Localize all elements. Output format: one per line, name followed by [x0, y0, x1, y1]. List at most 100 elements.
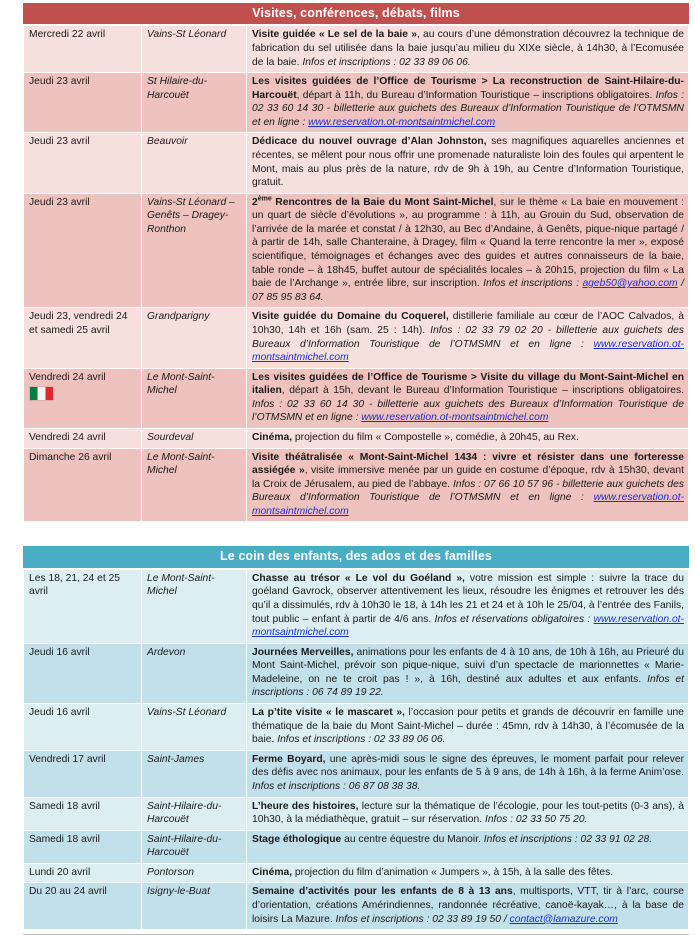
row-description: Les visites guidées de l’Office de Touri… [247, 368, 688, 428]
table-row: Vendredi 17 avril Saint-James Ferme Boyard… [24, 750, 688, 797]
table-row: Jeudi 23 avril St Hilaire-du-Harcouët Les … [24, 73, 688, 133]
sections-root: Visites, conférences, débats, films Mercr… [23, 3, 689, 930]
row-description-info: Infos : 02 33 60 14 30 - billetterie aux… [252, 89, 684, 128]
italian-flag-icon [29, 386, 54, 402]
row-description-body: , au cours d’une démonstration découvrez… [252, 29, 684, 68]
row-description: Chasse au trésor « Le vol du Goéland », … [247, 569, 688, 643]
row-date-text: Jeudi 16 avril [29, 707, 90, 719]
agenda-table-enfants: Les 18, 21, 24 et 25 avril Le Mont-Saint-… [23, 569, 689, 930]
row-description: Journées Merveilles, animations pour les… [247, 643, 688, 704]
row-link[interactable]: ageb50@yahoo.com [582, 278, 678, 290]
row-link[interactable]: www.reservation.ot-montsaintmichel.com [252, 613, 684, 639]
row-description-info: Infos : 02 33 50 75 20. [484, 814, 588, 826]
row-date: Lundi 20 avril [24, 863, 141, 883]
row-description-body: , départ à 11h, du Bureau d’Information … [296, 89, 656, 101]
row-date: Jeudi 23 avril [24, 193, 141, 308]
row-place: Sourdeval [142, 428, 246, 448]
row-description-lead: La p’tite visite « le mascaret », [252, 707, 405, 719]
row-description-body: , départ à 15h, devant le Bureau d’Infor… [281, 385, 684, 397]
table-row: Jeudi 16 avril Vains-St Léonard La p’tite … [24, 704, 688, 750]
section-header-visites: Visites, conférences, débats, films [23, 3, 689, 25]
row-date: Jeudi 16 avril [24, 704, 141, 750]
row-description-lead: Journées Merveilles, [252, 646, 354, 658]
row-description-lead: Ferme Boyard, [252, 753, 326, 765]
row-description-body: lecture sur la thématique de l’écologie,… [252, 800, 684, 826]
table-row: Lundi 20 avril Pontorson Cinéma, projectio… [24, 863, 688, 883]
row-description-body: l’occasion pour petits et grands de déco… [252, 707, 684, 746]
row-link[interactable]: www.reservation.ot-montsaintmichel.com [361, 412, 549, 424]
row-date-text: Samedi 18 avril [29, 833, 100, 845]
row-date: Vendredi 17 avril [24, 750, 141, 797]
row-description: L’heure des histoires, lecture sur la th… [247, 797, 688, 830]
row-description-lead: L’heure des histoires, [252, 800, 359, 812]
row-link[interactable]: www.reservation.ot-montsaintmichel.com [252, 492, 684, 517]
row-description: Visite théâtralisée « Mont-Saint-Michel … [247, 448, 688, 522]
row-date: Dimanche 26 avril [24, 448, 141, 522]
row-date: Vendredi 24 avril [24, 368, 141, 428]
table-row: Jeudi 23 avril Vains-St Léonard – Genêts … [24, 193, 688, 308]
row-date-text: Vendredi 24 avril [29, 371, 106, 383]
table-row: Dimanche 26 avril Le Mont-Saint-Michel Vis… [24, 448, 688, 522]
row-date: Samedi 18 avril [24, 830, 141, 863]
agenda-table-visites: Mercredi 22 avril Vains-St Léonard Visite … [23, 25, 689, 522]
row-description-info: Infos : 02 33 79 02 20 - billetterie aux… [252, 324, 684, 350]
row-date: Samedi 18 avril [24, 797, 141, 830]
table-row: Jeudi 16 avril Ardevon Journées Merveilles… [24, 643, 688, 704]
row-date-text: Lundi 20 avril [29, 866, 91, 878]
row-description-lead: Visite guidée du Domaine du Coquerel, [252, 311, 449, 323]
row-description: Visite guidée « Le sel de la baie », au … [247, 26, 688, 73]
row-date-text: Du 20 au 24 avril [29, 886, 107, 898]
table-row: Vendredi 24 avril Le Mont-Saint-Michel Les… [24, 368, 688, 428]
row-link[interactable]: www.reservation.ot-montsaintmichel.com [308, 116, 496, 128]
row-place: Le Mont-Saint-Michel [142, 448, 246, 522]
table-row: Les 18, 21, 24 et 25 avril Le Mont-Saint-… [24, 569, 688, 643]
row-description-body: projection du film d’animation « Jumpers… [292, 866, 614, 878]
row-link[interactable]: www.reservation.ot-montsaintmichel.com [252, 338, 684, 364]
row-place: Saint-Hilaire-du-Harcouët [142, 830, 246, 863]
row-description: Cinéma, projection du film d’animation «… [247, 863, 688, 883]
row-description-body: animations pour les enfants de 4 à 10 an… [252, 646, 684, 685]
table-row: Mercredi 22 avril Vains-St Léonard Visite … [24, 26, 688, 73]
row-description-lead: Cinéma, [252, 866, 293, 878]
row-date: Mercredi 22 avril [24, 26, 141, 73]
row-date-text: Les 18, 21, 24 et 25 avril [29, 572, 121, 598]
row-description-body: , multisports, VTT, tir à l’arc, course … [252, 886, 684, 925]
row-description-lead: Visite théâtralisée « Mont-Saint-Michel … [252, 451, 684, 477]
row-place: Isigny-le-Buat [142, 883, 246, 930]
row-description-lead: Dédicace du nouvel ouvrage d’Alan Johnst… [252, 136, 487, 148]
row-description: Ferme Boyard, une après-midi sous le sig… [247, 750, 688, 797]
table-row: Samedi 18 avril Saint-Hilaire-du-Harcouët… [24, 797, 688, 830]
row-description-lead: Cinéma, [252, 431, 293, 443]
row-description: 2ème Rencontres de la Baie du Mont Saint… [247, 193, 688, 308]
row-description-body: , sur le thème « La baie en mouvement : … [252, 196, 684, 290]
row-description-lead: 2ème Rencontres de la Baie du Mont Saint… [252, 195, 494, 208]
row-date-text: Dimanche 26 avril [29, 451, 112, 463]
row-place: Vains-St Léonard [142, 704, 246, 750]
table-row: Du 20 au 24 avril Isigny-le-Buat Semaine d… [24, 883, 688, 930]
table-row: Samedi 18 avril Saint-Hilaire-du-Harcouët… [24, 830, 688, 863]
row-description: Visite guidée du Domaine du Coquerel, di… [247, 308, 688, 368]
row-description-lead: Visite guidée « Le sel de la baie » [252, 29, 417, 41]
row-date: Jeudi 23, vendredi 24 et samedi 25 avril [24, 308, 141, 368]
row-date: Les 18, 21, 24 et 25 avril [24, 569, 141, 643]
row-description-body: projection du film « Compostelle », comé… [292, 431, 579, 443]
section-enfants: Le coin des enfants, des ados et des fam… [23, 546, 689, 930]
section-header-enfants: Le coin des enfants, des ados et des fam… [23, 546, 689, 568]
row-date: Du 20 au 24 avril [24, 883, 141, 930]
row-description-lead: Les visites guidées de l’Office de Touri… [252, 371, 684, 397]
row-place: Le Mont-Saint-Michel [142, 368, 246, 428]
row-place: Pontorson [142, 863, 246, 883]
row-description-info: Infos et inscriptions : 06 87 08 38 38. [252, 780, 421, 792]
section-visites: Visites, conférences, débats, films Mercr… [23, 3, 689, 522]
row-description-body: au centre équestre du Manoir. [341, 833, 484, 845]
row-place: Le Mont-Saint-Michel [142, 569, 246, 643]
row-description-info: Infos et inscriptions : 06 74 89 19 22. [252, 673, 684, 699]
row-description-info: Infos : 07 66 10 57 96 - billetterie aux… [252, 478, 684, 504]
table-row: Jeudi 23, vendredi 24 et samedi 25 avril… [24, 308, 688, 368]
row-link[interactable]: contact@lamazure.com [509, 913, 618, 925]
row-description: Semaine d’activités pour les enfants de … [247, 883, 688, 930]
row-description-tail: / 07 85 95 83 64. [252, 278, 684, 303]
row-date-text: Vendredi 17 avril [29, 753, 106, 765]
row-place: Grandparigny [142, 308, 246, 368]
